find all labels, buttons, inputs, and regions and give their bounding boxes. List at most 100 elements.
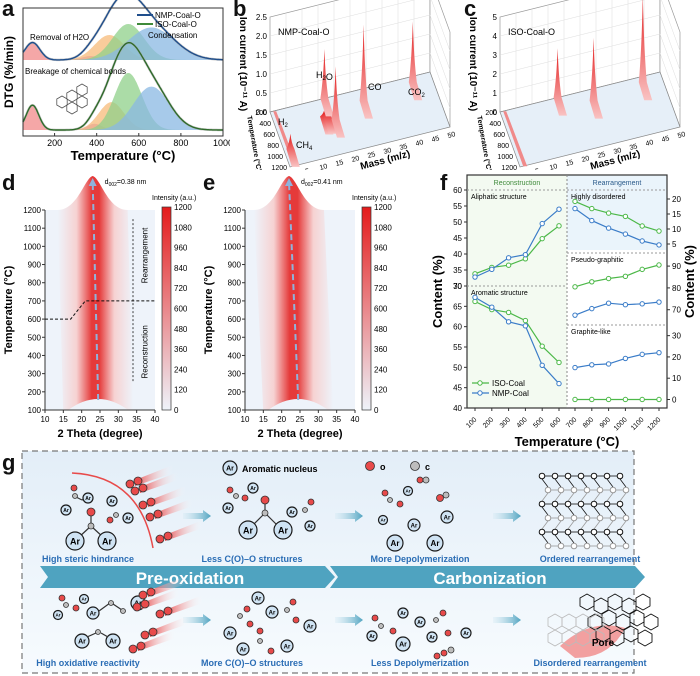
panel-label-f: f bbox=[440, 170, 448, 195]
ring bbox=[66, 101, 78, 115]
lattice-atom bbox=[570, 542, 578, 550]
annotation-condensation: Condensation bbox=[148, 31, 197, 40]
oxygen-trail bbox=[135, 465, 173, 486]
carbon-atom bbox=[237, 613, 243, 619]
chart-b-ms-nmp: 0.0 0.5 1.0 1.5 2.0 2.5 5 10 15 20 25 30 35 40 45 50 200… bbox=[237, 0, 456, 170]
x-tick-label: 30 bbox=[314, 415, 323, 424]
pore-region bbox=[560, 625, 625, 658]
ar-icon: Ar bbox=[303, 619, 317, 633]
ar-label: Ar bbox=[278, 525, 288, 535]
ar-label: Ar bbox=[78, 639, 86, 646]
ar-circle bbox=[377, 514, 389, 526]
lattice-atom bbox=[551, 528, 559, 536]
point-NMP-Coal bbox=[639, 351, 645, 358]
ar-label: Ar bbox=[90, 611, 97, 617]
lattice-bond bbox=[580, 534, 588, 544]
pore-label: Pore bbox=[592, 638, 615, 649]
lattice-atom bbox=[577, 500, 585, 508]
annotation-part: CO bbox=[408, 87, 422, 97]
y-tick-label: 2.0 bbox=[256, 32, 268, 41]
ar-icon: Ar bbox=[395, 636, 411, 652]
oxygen-atom bbox=[389, 627, 397, 635]
point-NMP-Coal bbox=[522, 323, 529, 329]
lattice-bond bbox=[606, 492, 614, 502]
process-arrow-icon bbox=[493, 614, 521, 626]
point-NMP-Coal bbox=[572, 364, 578, 371]
oxygen-trail bbox=[165, 520, 203, 541]
ar-label: Ar bbox=[411, 523, 418, 529]
x-tick-label: 20 bbox=[277, 415, 286, 424]
envelope-ISO-Coal-O bbox=[22, 42, 223, 131]
x-tick-label: 15 bbox=[259, 415, 268, 424]
ms-peak-H2O bbox=[331, 66, 345, 138]
x-tick-label: 35 bbox=[629, 143, 638, 152]
annotation-part: =0.41 nm bbox=[313, 179, 343, 186]
x-tick-label: 40 bbox=[645, 139, 654, 148]
lattice-atom bbox=[564, 528, 572, 536]
point-ISO-Coal bbox=[522, 317, 529, 324]
oxygen-atom bbox=[433, 652, 441, 660]
carbon-atom bbox=[442, 491, 450, 499]
point-ISO-Coal bbox=[572, 198, 578, 205]
point-NMP-Coal bbox=[656, 349, 662, 356]
x-axis-label: 2 Theta (degree) bbox=[258, 428, 343, 440]
peak-NMP-Coal-O-0 bbox=[23, 42, 223, 60]
z-tick-label: 1000 bbox=[497, 154, 513, 161]
chart-a-ylabel: DTG (%/min) bbox=[2, 36, 16, 108]
point-ISO-Coal bbox=[622, 213, 629, 220]
lattice-atom bbox=[564, 472, 572, 480]
oxygen-atom bbox=[138, 500, 148, 510]
colorbar-tick-label: 960 bbox=[174, 244, 188, 253]
ar-circle bbox=[280, 639, 294, 653]
ar-circle bbox=[247, 482, 259, 494]
grid-line bbox=[499, 52, 661, 94]
y-tick-label: 400 bbox=[228, 351, 242, 360]
colorbar-tick-label: 120 bbox=[374, 386, 388, 395]
ar-circle bbox=[460, 627, 472, 639]
y-tick-label: 30 bbox=[672, 332, 681, 341]
chart-c-ms-iso: 0123455101520253035404550200400600800100… bbox=[467, 0, 686, 170]
lattice-atom bbox=[590, 500, 598, 508]
y-tick-label: 600 bbox=[28, 315, 42, 324]
lattice-atom bbox=[609, 514, 617, 522]
step-label-bottom-1: More C(O)–O structures bbox=[201, 658, 303, 668]
chart-title: NMP-Coal-O bbox=[278, 27, 330, 37]
ar-icon-small: Ar bbox=[426, 631, 438, 643]
annotation-part: O bbox=[326, 72, 333, 82]
ar-label: Ar bbox=[463, 631, 469, 637]
carbon-atom bbox=[261, 509, 269, 517]
ar-circle bbox=[222, 502, 234, 514]
step-label-bottom-3: Disordered rearrangement bbox=[533, 658, 646, 668]
lattice-bond bbox=[567, 478, 575, 488]
colorbar-tick-label: 840 bbox=[174, 264, 188, 273]
lattice-bond bbox=[554, 520, 562, 530]
lattice-atom bbox=[564, 500, 572, 508]
oxygen-atom bbox=[292, 616, 300, 624]
peak-ISO-Coal-O-0 bbox=[23, 105, 223, 130]
annotation-part: =0.38 nm bbox=[117, 179, 147, 186]
lattice-atom bbox=[603, 472, 611, 480]
oxygen-atom bbox=[289, 598, 297, 606]
annotation-H2: H2 bbox=[278, 117, 289, 129]
grid-line bbox=[431, 0, 451, 52]
y-tick-label: 0 bbox=[493, 108, 498, 117]
legend-carbon-label: c bbox=[425, 462, 430, 472]
panel-label-e: e bbox=[203, 170, 216, 195]
lattice-atom bbox=[622, 514, 630, 522]
heatmap-bottom-bump bbox=[268, 399, 329, 410]
point-ISO-Coal bbox=[556, 223, 562, 229]
ms-peak-CO2 bbox=[408, 21, 423, 101]
z-tick-label: 1200 bbox=[271, 165, 287, 170]
oxygen-atom bbox=[155, 609, 165, 619]
ar-circle bbox=[97, 531, 117, 551]
x-tick-label: 800 bbox=[582, 416, 595, 429]
section-label-reconstruction: Reconstruction bbox=[494, 180, 541, 187]
oxygen-atom bbox=[396, 500, 404, 508]
section-label-rearrangement: Rearrangement bbox=[593, 180, 642, 187]
ar-circle bbox=[122, 512, 134, 524]
point-NMP-Coal bbox=[556, 380, 562, 387]
y-tick-label: 400 bbox=[28, 351, 42, 360]
lattice-bond bbox=[580, 520, 588, 530]
x-tick-label: 30 bbox=[383, 147, 392, 156]
annotation-part: 2 bbox=[422, 93, 426, 99]
